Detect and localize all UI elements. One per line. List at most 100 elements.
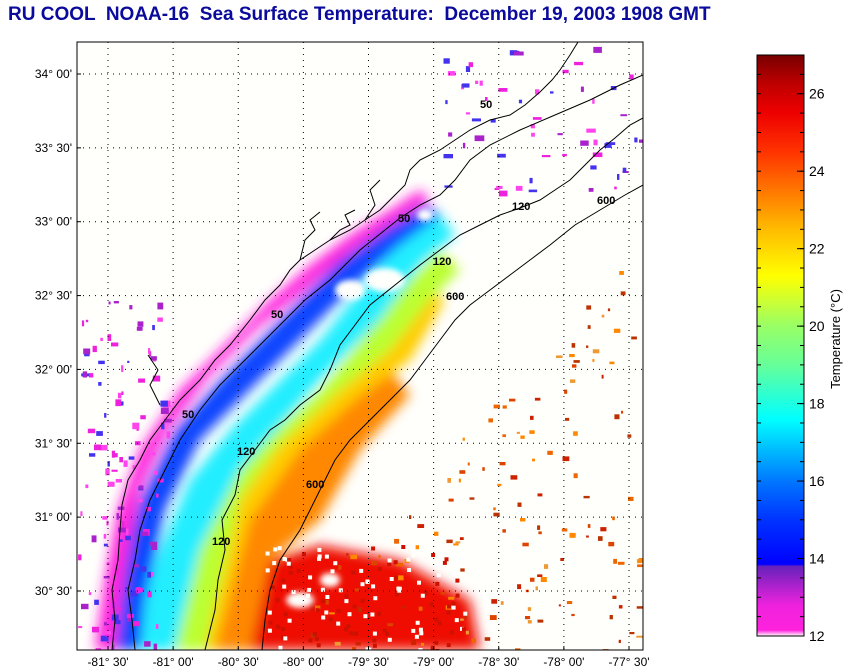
isobath-label-120: 120 bbox=[212, 536, 230, 548]
sst-pixel bbox=[121, 520, 125, 528]
sst-pixel bbox=[592, 152, 603, 158]
sst-pixel bbox=[608, 541, 615, 547]
sst-pixel bbox=[103, 576, 110, 579]
sst-pixel bbox=[634, 137, 638, 143]
sst-pixel bbox=[371, 546, 376, 551]
sst-pixel bbox=[417, 524, 425, 528]
sst-pixel bbox=[338, 565, 342, 570]
sst-pixel bbox=[435, 648, 440, 650]
sst-pixel bbox=[451, 605, 456, 610]
sst-pixel bbox=[423, 590, 428, 595]
sst-pixel bbox=[272, 561, 277, 566]
sst-pixel bbox=[325, 595, 330, 599]
sst-pixel bbox=[617, 174, 620, 180]
sst-pixel bbox=[317, 547, 322, 552]
sst-pixel bbox=[627, 434, 632, 438]
sst-pixel bbox=[465, 630, 469, 635]
map-plot[interactable]: 50 50 50 50 120 120 120 120 600 600 600 bbox=[76, 41, 646, 654]
sst-pixel bbox=[107, 481, 115, 487]
map-title: RU COOL NOAA-16 Sea Surface Temperature:… bbox=[8, 4, 711, 25]
sst-pixel bbox=[600, 527, 607, 532]
sst-pixel bbox=[609, 615, 613, 620]
sst-pixel bbox=[440, 591, 446, 595]
sst-pixel bbox=[493, 404, 500, 409]
sst-pixel bbox=[157, 478, 164, 483]
sst-pixel bbox=[580, 140, 589, 146]
sst-pixel bbox=[149, 541, 158, 546]
sst-pixel bbox=[281, 627, 286, 631]
sst-pixel bbox=[104, 413, 107, 418]
sst-pixel bbox=[309, 606, 314, 611]
sst-pixel bbox=[437, 621, 442, 626]
sst-pixel bbox=[308, 575, 313, 580]
sst-pixel bbox=[316, 643, 321, 648]
lat-tick-label: 32° 30' bbox=[35, 289, 72, 303]
sst-pixel bbox=[276, 624, 281, 629]
sst-pixel bbox=[425, 549, 430, 553]
sst-pixel bbox=[458, 478, 461, 483]
sst-pixel bbox=[590, 165, 597, 170]
sst-pixel bbox=[385, 631, 390, 636]
sst-pixel bbox=[629, 74, 634, 80]
sst-pixel bbox=[609, 361, 615, 365]
sst-pixel bbox=[102, 516, 108, 520]
sst-pixel bbox=[333, 561, 338, 566]
sst-pixel bbox=[500, 601, 504, 605]
sst-pixel bbox=[401, 545, 406, 549]
sst-pixel bbox=[593, 46, 602, 53]
sst-pixel bbox=[371, 560, 378, 566]
sst-pixel bbox=[446, 539, 453, 544]
sst-pixel bbox=[605, 142, 616, 145]
sst-pixel bbox=[140, 415, 146, 420]
sst-pixel bbox=[482, 467, 485, 471]
sst-pixel bbox=[455, 541, 461, 544]
sst-pixel bbox=[613, 328, 621, 333]
colorbar-tick-label: 14 bbox=[809, 551, 825, 567]
sst-pixel bbox=[152, 325, 155, 331]
lon-tick-label: -79° 00' bbox=[413, 655, 454, 669]
sst-pixel bbox=[532, 458, 535, 462]
sst-pixel bbox=[87, 428, 96, 434]
sst-pixel bbox=[371, 584, 376, 589]
sst-pixel bbox=[136, 587, 141, 594]
sst-pixel bbox=[638, 558, 643, 563]
sst-pixel bbox=[544, 564, 549, 569]
sst-pixel bbox=[460, 618, 464, 621]
sst-pixel bbox=[538, 531, 542, 535]
lat-tick-label: 33° 00' bbox=[35, 215, 72, 229]
sst-pixel bbox=[535, 586, 538, 591]
sst-pixel bbox=[394, 538, 400, 544]
sst-pixel bbox=[520, 518, 526, 522]
sst-pixel bbox=[360, 582, 365, 587]
isobath-600m bbox=[261, 184, 643, 650]
sst-pixel bbox=[442, 560, 447, 565]
sst-pixel bbox=[560, 558, 564, 561]
sst-pixel bbox=[307, 587, 312, 592]
sst-pixel bbox=[387, 558, 392, 563]
sst-pixel bbox=[454, 618, 459, 623]
sst-pixel bbox=[107, 334, 112, 341]
sst-pixel bbox=[569, 532, 576, 538]
sst-pixel bbox=[436, 561, 441, 566]
sst-pixel bbox=[430, 645, 435, 650]
sst-pixel bbox=[569, 354, 575, 358]
sst-pixel bbox=[607, 308, 611, 312]
sst-pixel bbox=[377, 567, 382, 572]
sst-pixel bbox=[446, 610, 451, 615]
sst-pixel bbox=[147, 591, 152, 598]
sst-pixel bbox=[91, 535, 97, 543]
sst-pixel bbox=[415, 620, 420, 625]
sst-pixel bbox=[283, 636, 288, 641]
sst-pixel bbox=[464, 614, 467, 619]
sst-pixel bbox=[530, 124, 535, 129]
sst-pixel bbox=[537, 574, 543, 577]
sst-pixel bbox=[355, 642, 361, 646]
sst-pixel bbox=[123, 460, 128, 467]
sst-pixel bbox=[344, 594, 349, 599]
sst-pixel bbox=[459, 537, 464, 540]
sst-pixel bbox=[157, 317, 163, 322]
sst-pixel bbox=[592, 98, 595, 104]
sst-pixel bbox=[637, 564, 643, 568]
sst-pixel bbox=[317, 556, 322, 561]
